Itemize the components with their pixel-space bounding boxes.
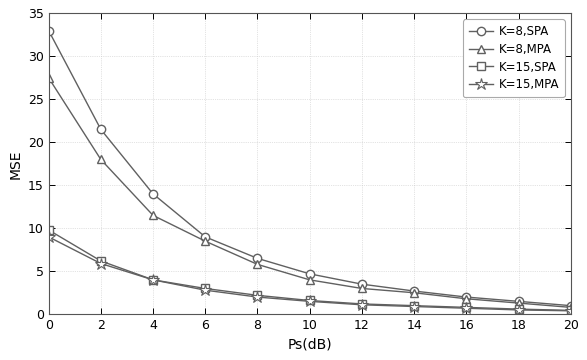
K=8,MPA [306,278,313,282]
K=15,SPA [515,307,522,311]
K=15,SPA [150,278,157,282]
K=15,MPA [515,308,522,312]
K=8,MPA [97,157,104,162]
K=8,SPA [463,295,470,299]
K=15,MPA [202,288,209,292]
K=15,SPA [567,308,574,312]
K=15,MPA [567,309,574,313]
Y-axis label: MSE: MSE [8,149,22,179]
K=8,MPA [254,262,261,266]
K=15,SPA [306,298,313,303]
K=8,SPA [202,235,209,239]
X-axis label: Ps(dB): Ps(dB) [288,338,332,352]
K=8,SPA [410,289,417,293]
K=8,SPA [306,272,313,276]
K=15,SPA [97,259,104,263]
K=15,SPA [463,305,470,310]
K=8,MPA [567,305,574,310]
K=15,SPA [45,228,52,232]
K=8,SPA [359,282,366,286]
K=8,SPA [150,192,157,196]
K=8,MPA [45,76,52,80]
K=15,MPA [306,299,313,303]
K=8,MPA [410,291,417,295]
K=8,SPA [97,127,104,131]
K=15,SPA [410,303,417,308]
K=15,MPA [150,278,157,282]
K=8,SPA [567,303,574,308]
K=8,MPA [515,301,522,305]
Line: K=15,MPA: K=15,MPA [42,231,577,317]
K=8,SPA [515,299,522,303]
K=15,MPA [97,261,104,266]
K=15,MPA [410,304,417,309]
K=15,MPA [45,235,52,239]
K=8,MPA [150,213,157,217]
K=15,SPA [202,286,209,291]
K=15,MPA [463,306,470,310]
Line: K=15,SPA: K=15,SPA [45,226,575,315]
Line: K=8,SPA: K=8,SPA [45,26,575,310]
Line: K=8,MPA: K=8,MPA [45,74,575,311]
K=15,MPA [359,303,366,307]
K=15,MPA [254,295,261,299]
K=8,MPA [463,297,470,301]
Legend: K=8,SPA, K=8,MPA, K=15,SPA, K=15,MPA: K=8,SPA, K=8,MPA, K=15,SPA, K=15,MPA [463,19,565,97]
K=15,SPA [254,293,261,297]
K=8,SPA [254,256,261,261]
K=15,SPA [359,302,366,306]
K=8,MPA [359,286,366,291]
K=8,MPA [202,239,209,243]
K=8,SPA [45,28,52,33]
